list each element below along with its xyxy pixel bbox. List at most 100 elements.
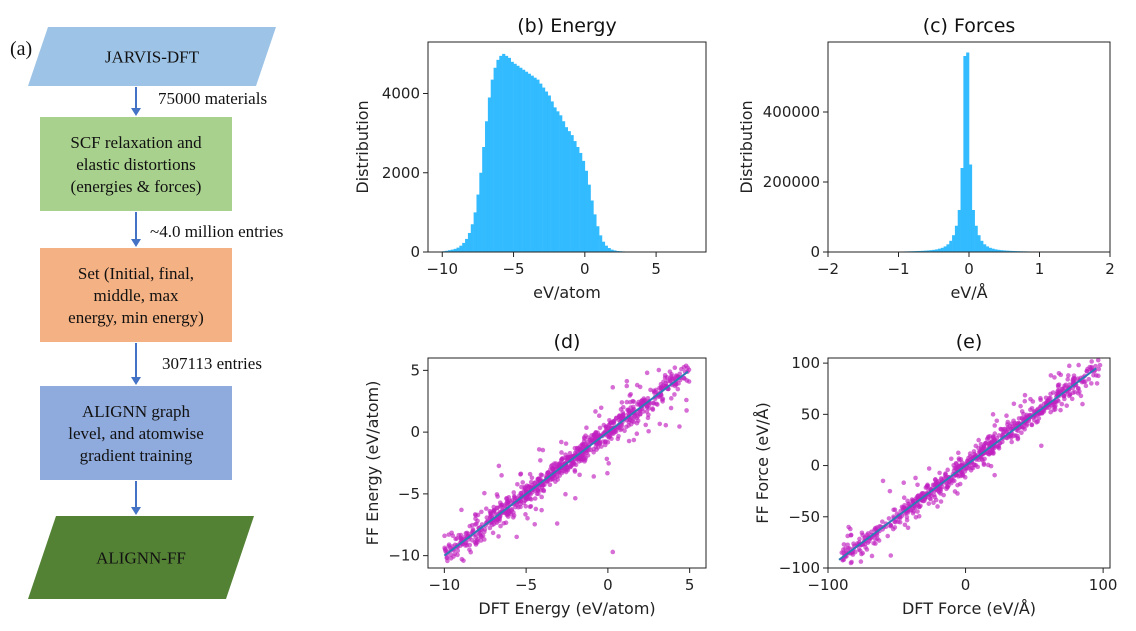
flowchart-step-label: ALIGNN graph — [82, 402, 191, 421]
x-tick-label: −5 — [515, 576, 537, 594]
scatter-point — [938, 485, 943, 490]
scatter-point — [496, 463, 502, 469]
histogram-bar — [587, 184, 591, 252]
scatter-point — [686, 379, 692, 384]
scatter-point — [522, 498, 528, 504]
scatter-point — [938, 499, 944, 504]
histogram-bar — [599, 235, 603, 252]
scatter-point — [667, 369, 673, 374]
plot-frame — [427, 41, 707, 253]
scatter-point — [578, 444, 583, 449]
scatter-point — [858, 559, 864, 564]
scatter-point — [526, 483, 532, 489]
scatter-point — [511, 513, 517, 518]
histogram-bar — [462, 242, 466, 252]
scatter-point — [452, 551, 458, 557]
flowchart-step-shape — [40, 117, 232, 211]
scatter-point — [565, 454, 570, 460]
scatter-point — [1064, 403, 1070, 408]
scatter-point — [905, 525, 911, 531]
y-tick-label: 400000 — [763, 103, 820, 121]
scatter-point — [906, 501, 912, 507]
scatter-point — [634, 431, 640, 437]
histogram-bar — [499, 55, 503, 253]
scatter-point — [610, 385, 616, 390]
scatter-point — [591, 474, 597, 479]
scatter-point — [1086, 376, 1092, 382]
scatter-point — [582, 459, 587, 464]
histogram-bar — [966, 52, 970, 252]
scatter-point — [991, 446, 997, 451]
histogram-bar — [1002, 250, 1006, 252]
scatter-point — [1066, 373, 1071, 378]
scatter-point — [518, 504, 523, 510]
scatter-point — [620, 404, 626, 410]
scatter-point — [619, 400, 625, 405]
histogram-bar — [607, 248, 611, 252]
histogram-bar — [573, 141, 577, 252]
histogram-bar — [971, 210, 975, 252]
histogram-bar — [946, 244, 950, 252]
scatter-point — [442, 547, 448, 552]
scatter-point — [570, 459, 576, 465]
scatter-point — [473, 513, 478, 518]
scatter-point — [909, 497, 915, 502]
histogram-bar — [536, 79, 540, 252]
histogram-bar — [562, 121, 566, 252]
chart-panel-d-energy-parity: (d) −10 −5 0 5 −10 −5 0 5 DFT Energy (eV/atom) FF … — [363, 331, 707, 618]
scatter-point — [459, 507, 464, 513]
scatter-point — [937, 470, 942, 476]
scatter-point — [563, 491, 568, 497]
flowchart-panel-a: (a) JARVIS-DFT SCF relaxation and elastic … — [10, 27, 283, 599]
histogram-bar — [447, 250, 452, 252]
histogram-bar — [994, 249, 998, 252]
y-tick-label: 0 — [410, 423, 420, 441]
histogram-bar — [490, 79, 494, 252]
scatter-point — [518, 471, 524, 477]
scatter-point — [624, 378, 630, 384]
scatter-point — [529, 475, 535, 481]
scatter-point — [902, 522, 908, 528]
scatter-point — [1094, 381, 1100, 386]
histogram-bar — [564, 127, 569, 252]
y-axis-label: Distribution — [353, 100, 372, 193]
x-tick-label: −1 — [887, 260, 909, 278]
scatter-point — [482, 529, 487, 535]
scatter-point — [955, 491, 960, 496]
histogram-bar — [467, 232, 472, 252]
x-tick-label: 100 — [1089, 576, 1118, 594]
scatter-point — [616, 433, 621, 439]
scatter-point — [1089, 381, 1094, 386]
x-tick-label: 0 — [603, 576, 613, 594]
scatter-point — [933, 497, 939, 503]
scatter-point — [976, 449, 982, 455]
scatter-point — [935, 504, 940, 509]
x-axis-label: DFT Energy (eV/atom) — [478, 599, 655, 618]
scatter-point — [981, 444, 987, 449]
scatter-point — [1095, 357, 1101, 363]
scatter-point — [612, 429, 617, 435]
scatter-point — [444, 555, 450, 560]
scatter-point — [1048, 373, 1054, 378]
scatter-point — [1041, 409, 1047, 414]
scatter-point — [496, 534, 501, 539]
scatter-point — [1008, 433, 1014, 439]
scatter-point — [915, 482, 920, 488]
chart-title: (b) Energy — [517, 15, 616, 37]
histogram-bar — [519, 67, 523, 252]
y-tick-label: 5 — [410, 361, 420, 379]
x-tick-label: −10 — [429, 576, 461, 594]
scatter-point — [539, 472, 545, 478]
y-tick-label: 100 — [791, 354, 820, 372]
scatter-point — [839, 550, 845, 555]
scatter-point — [986, 434, 991, 440]
scatter-point — [888, 522, 893, 528]
scatter-point — [655, 402, 660, 407]
scatter-point — [665, 378, 671, 384]
scatter-point — [651, 401, 656, 406]
scatter-point — [941, 492, 946, 498]
scatter-point — [584, 425, 589, 431]
histogram-bar — [473, 212, 477, 252]
y-tick-label: 2000 — [382, 164, 420, 182]
scatter-point — [1093, 373, 1099, 378]
